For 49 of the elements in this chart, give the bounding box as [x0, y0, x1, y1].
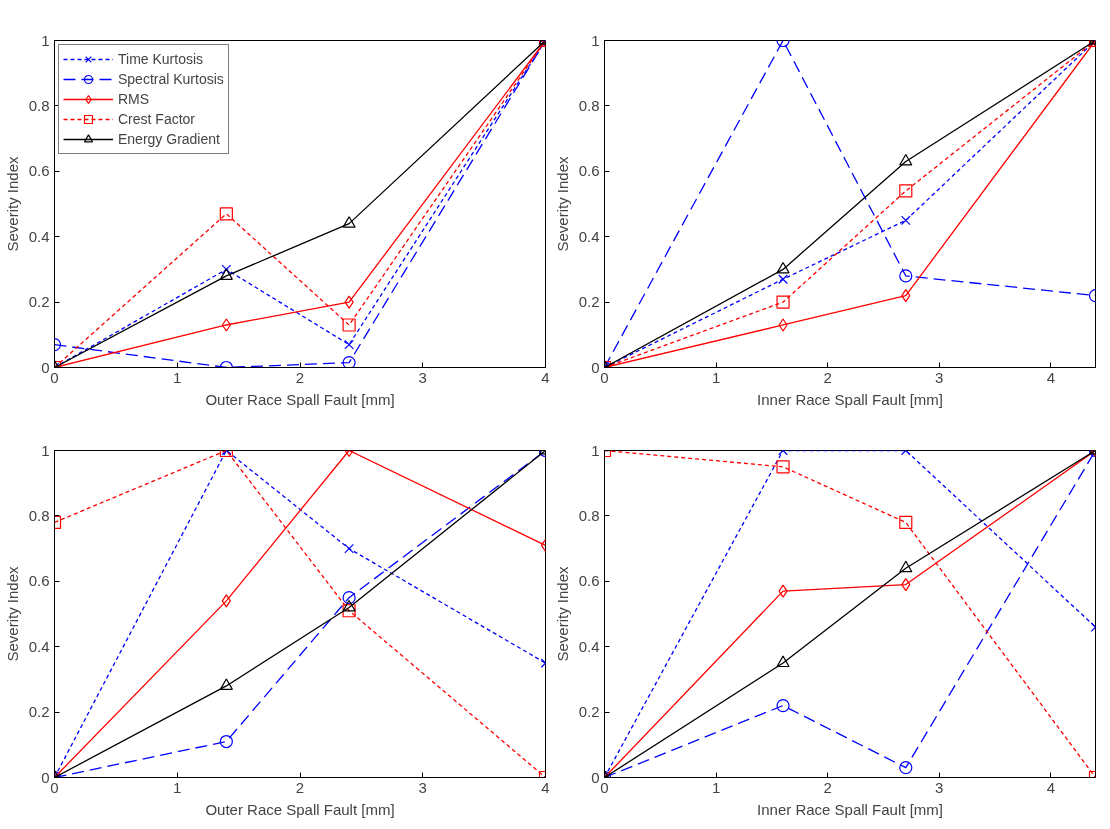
legend-label: Spectral Kurtosis — [118, 71, 224, 87]
y-tick-label: 1 — [41, 441, 50, 459]
y-tick-label: 0.8 — [28, 96, 50, 114]
y-tick-label: 0.2 — [578, 703, 600, 721]
legend-label: Crest Factor — [118, 111, 196, 127]
x-tick-label: 2 — [295, 368, 305, 386]
legend-label: Energy Gradient — [118, 131, 220, 147]
y-tick-label: 0.6 — [28, 162, 50, 180]
legend-label: RMS — [118, 91, 150, 107]
y-tick-label: 0.6 — [578, 572, 600, 590]
x-tick-label: 4 — [541, 368, 550, 386]
x-tick-label: 3 — [935, 368, 944, 386]
y-tick-label: 1 — [591, 441, 600, 459]
y-axis-title: Severity Index — [553, 565, 571, 662]
y-tick-label: 0.4 — [28, 227, 50, 245]
x-tick-label: 1 — [711, 778, 721, 796]
x-tick-label: 2 — [295, 778, 305, 796]
x-axis-title: Outer Race Spall Fault [mm] — [205, 390, 395, 408]
x-tick-label: 3 — [418, 368, 427, 386]
y-tick-label: 0.6 — [578, 162, 600, 180]
x-tick-label: 2 — [823, 778, 832, 796]
y-tick-label: 1 — [41, 31, 50, 49]
y-tick-label: 0.8 — [578, 96, 600, 114]
y-tick-label: 0.2 — [578, 293, 600, 311]
y-tick-label: 0.2 — [28, 703, 50, 721]
x-axis-title: Inner Race Spall Fault [mm] — [757, 800, 943, 818]
y-tick-label: 0.6 — [28, 572, 50, 590]
x-tick-label: 4 — [1046, 778, 1056, 796]
y-axis-title: Severity Index — [3, 565, 21, 662]
y-tick-label: 0.2 — [28, 293, 50, 311]
y-tick-label: 0.4 — [578, 227, 600, 245]
x-tick-label: 1 — [173, 368, 182, 386]
y-tick-label: 0.4 — [578, 637, 600, 655]
x-tick-label: 4 — [541, 778, 550, 796]
x-tick-label: 3 — [418, 778, 427, 796]
y-tick-label: 0.8 — [28, 506, 50, 524]
y-tick-label: 0.4 — [28, 637, 50, 655]
legend-label: Time Kurtosis — [118, 51, 204, 67]
x-tick-label: 4 — [1046, 368, 1056, 386]
x-tick-label: 2 — [823, 368, 832, 386]
x-axis-title: Inner Race Spall Fault [mm] — [757, 390, 943, 408]
x-tick-label: 1 — [173, 778, 182, 796]
y-tick-label: 1 — [591, 31, 600, 49]
y-axis-title: Severity Index — [3, 155, 21, 252]
y-tick-label: 0.8 — [578, 506, 600, 524]
x-tick-label: 1 — [711, 368, 721, 386]
x-tick-label: 3 — [935, 778, 944, 796]
y-axis-title: Severity Index — [553, 155, 571, 252]
x-axis-title: Outer Race Spall Fault [mm] — [205, 800, 395, 818]
